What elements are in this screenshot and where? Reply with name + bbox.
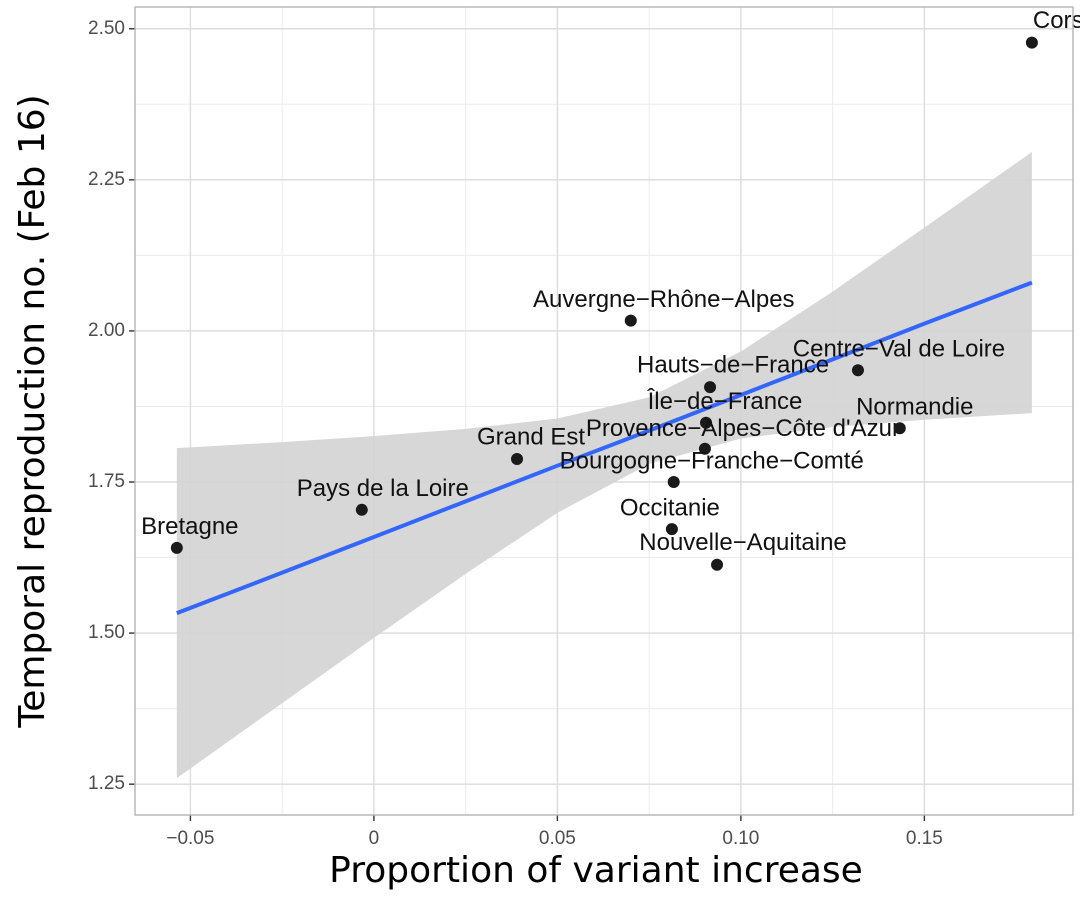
point-label: Pays de la Loire: [297, 475, 469, 502]
y-tick-label: 1.75: [88, 471, 125, 492]
x-axis-title: Proportion of variant increase: [329, 850, 863, 891]
point-label: Grand Est: [477, 423, 585, 450]
x-tick-label: −0.05: [166, 828, 214, 849]
point-label: Provence−Alpes−Côte d'Azur: [586, 415, 900, 442]
y-tick-label: 2.00: [88, 320, 125, 341]
y-tick-label: 1.50: [88, 622, 125, 643]
point: [711, 558, 724, 571]
point: [511, 453, 524, 466]
point: [700, 416, 713, 429]
confidence-band: [176, 152, 1032, 779]
point-label: Bretagne: [141, 513, 238, 540]
point-label: Normandie: [856, 394, 973, 421]
point-label: Occitanie: [620, 494, 720, 521]
y-axis-title: Temporal reproduction no. (Feb 16): [12, 94, 53, 728]
regression-line: [176, 280, 1033, 616]
point: [851, 364, 864, 377]
x-tick-label: 0: [369, 828, 380, 849]
point: [1025, 36, 1038, 49]
point: [170, 541, 183, 554]
point: [698, 442, 711, 455]
point-label: Île−de−France: [647, 388, 803, 415]
y-tick-label: 2.25: [88, 169, 125, 190]
point-label: Bourgogne−Franche−Comté: [560, 447, 864, 474]
point: [624, 314, 637, 327]
point: [704, 381, 717, 394]
point-label: Centre−Val de Loire: [793, 336, 1005, 363]
x-tick-label: 0.15: [906, 828, 943, 849]
point-label: Auvergne−Rhône−Alpes: [533, 286, 795, 313]
point: [893, 422, 906, 435]
x-tick-label: 0.05: [539, 828, 576, 849]
point: [667, 476, 680, 489]
y-tick-label: 2.50: [88, 18, 125, 39]
panel-border: [134, 6, 1074, 816]
point: [355, 503, 368, 516]
y-tick-label: 1.25: [88, 773, 125, 794]
point: [665, 523, 678, 536]
point-label: Corse: [1033, 7, 1080, 34]
point-label: Nouvelle−Aquitaine: [639, 529, 846, 556]
x-tick-label: 0.10: [722, 828, 759, 849]
point-label: Hauts−de−France: [637, 351, 829, 378]
